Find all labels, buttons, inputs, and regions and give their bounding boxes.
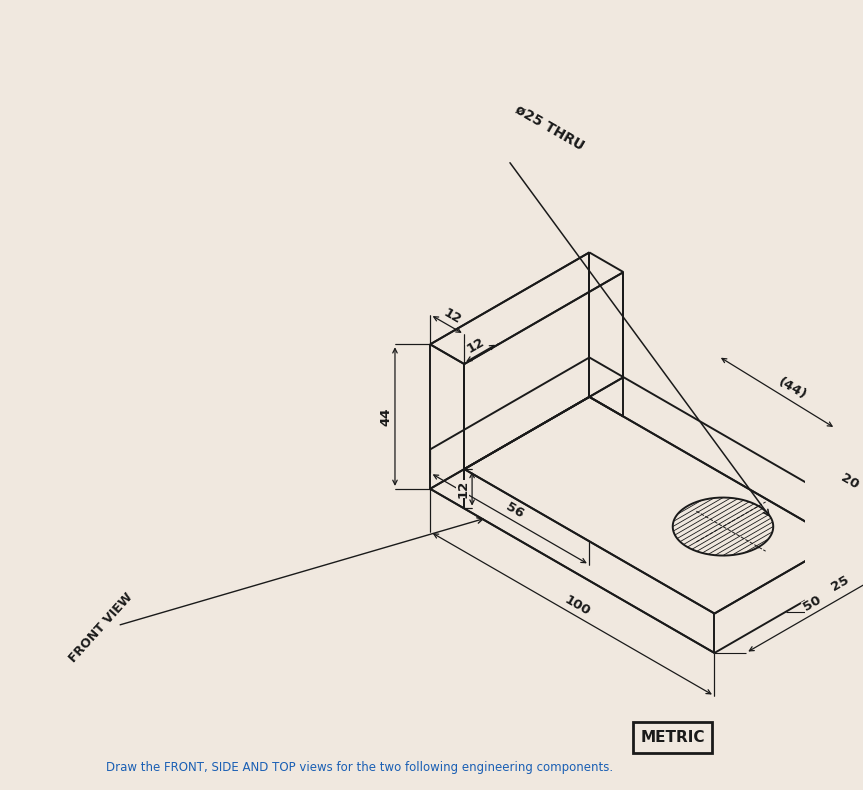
Text: 56: 56 — [503, 501, 526, 521]
Text: FRONT VIEW: FRONT VIEW — [66, 590, 135, 664]
Text: Draw the FRONT, SIDE AND TOP views for the two following engineering components.: Draw the FRONT, SIDE AND TOP views for t… — [106, 761, 614, 774]
Text: 12: 12 — [457, 480, 469, 498]
Text: METRIC: METRIC — [640, 730, 705, 745]
Text: 50: 50 — [801, 593, 823, 614]
Text: 25: 25 — [828, 573, 851, 593]
Text: (44): (44) — [776, 375, 809, 402]
Text: 12: 12 — [441, 307, 463, 326]
Text: ø25 THRU: ø25 THRU — [513, 102, 586, 152]
Text: 44: 44 — [379, 408, 392, 426]
Text: 100: 100 — [562, 593, 592, 619]
Text: 12: 12 — [465, 335, 488, 356]
Text: 20: 20 — [839, 472, 861, 491]
